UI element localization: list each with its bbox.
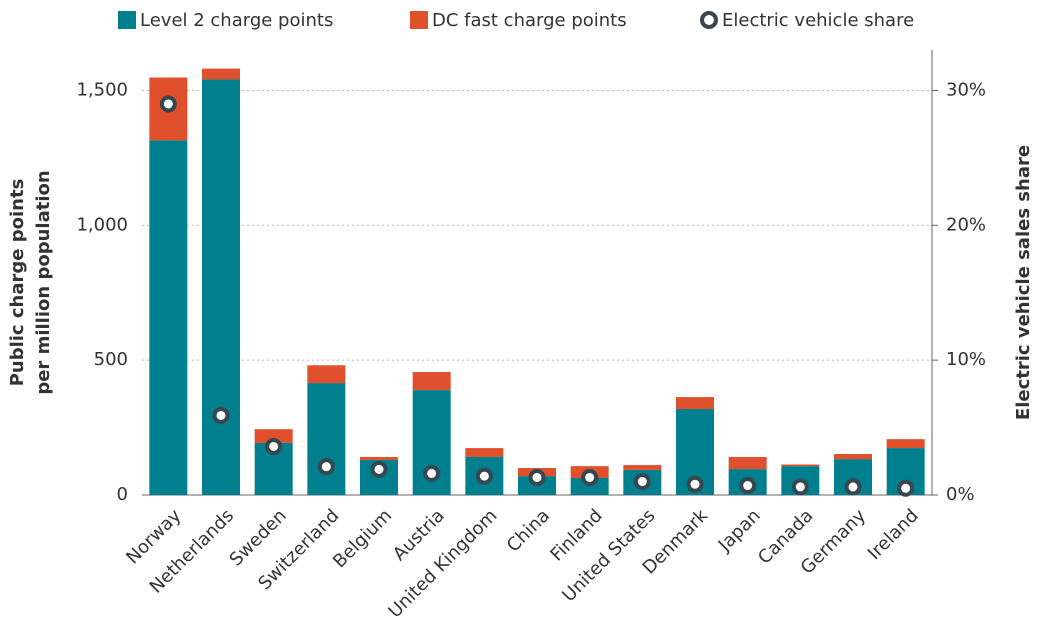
share-marker (475, 467, 493, 485)
x-tick-label: Ireland (864, 505, 923, 564)
y-tick-label: 1,000 (76, 214, 128, 235)
x-tick-label: Japan (714, 505, 765, 556)
share-marker (423, 464, 441, 482)
share-marker (686, 475, 704, 493)
y-tick-label: 1,500 (76, 79, 128, 100)
bar-segment (202, 79, 240, 495)
share-marker (844, 478, 862, 496)
share-marker (633, 473, 651, 491)
share-marker (265, 437, 283, 455)
share-marker (581, 468, 599, 486)
share-marker (159, 95, 177, 113)
x-tick-label: China (503, 505, 554, 556)
y2-axis-title: Electric vehicle sales share (1013, 145, 1034, 420)
bar-segment (728, 456, 767, 470)
share-marker (528, 468, 546, 486)
y-tick-label: 0 (117, 484, 128, 505)
bar-segment (570, 478, 609, 495)
x-tick-label: Belgium (329, 505, 396, 572)
share-marker (739, 477, 757, 495)
bar-segment (307, 383, 346, 495)
bar-segment (412, 372, 451, 391)
y-axis-title: per million population (33, 170, 54, 394)
legend-label: Level 2 charge points (140, 10, 333, 31)
share-marker (897, 479, 915, 497)
bar-segment (360, 456, 398, 460)
bar-segment (886, 439, 925, 449)
share-marker (317, 458, 335, 476)
y-tick-label: 500 (94, 349, 128, 370)
y2-tick-label: 0% (946, 484, 975, 505)
legend-swatch (410, 11, 428, 29)
legend-marker (700, 11, 718, 29)
bar-segment (676, 397, 714, 409)
x-tick-label: United States (558, 505, 659, 606)
legend-label: Electric vehicle share (722, 10, 914, 31)
legend-swatch (118, 11, 136, 29)
y2-tick-label: 30% (946, 79, 986, 100)
share-marker (791, 478, 809, 496)
share-marker (212, 406, 230, 424)
bar-segment (781, 464, 820, 467)
legend-label: DC fast charge points (432, 10, 627, 31)
y2-tick-label: 20% (946, 214, 986, 235)
bar-segment (254, 429, 293, 443)
y-axis-title: Public charge points (7, 179, 28, 387)
share-marker (370, 460, 388, 478)
bar-segment (307, 365, 346, 384)
bar-segment (149, 140, 188, 495)
bar-segment (202, 68, 240, 80)
bar-segment (623, 465, 662, 470)
bar-segment (465, 448, 504, 457)
bar-segment (834, 454, 872, 460)
y2-tick-label: 10% (946, 349, 986, 370)
